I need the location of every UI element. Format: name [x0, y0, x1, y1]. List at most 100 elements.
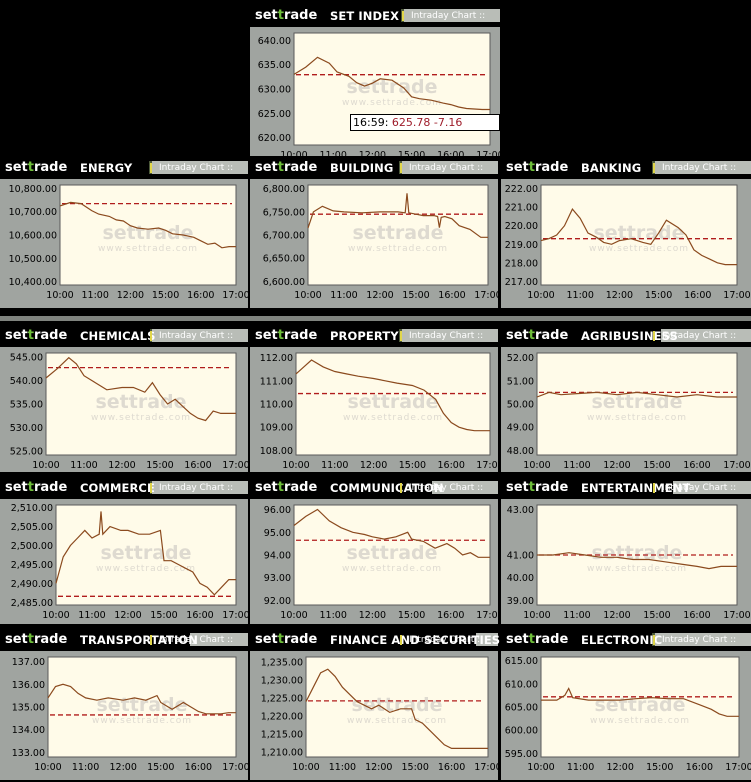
watermark-url: www.settrade.com — [92, 716, 192, 726]
chart-area: settrade www.settrade.com 6,800.00 6,750.00… — [250, 179, 498, 308]
x-tick-label: 15:00 — [398, 150, 425, 156]
x-tick-label: 11:00 — [563, 610, 590, 621]
series-line — [293, 56, 490, 111]
brand-part: rade — [34, 328, 68, 343]
panel-title: ENTERTAINMENT — [581, 481, 691, 495]
brand-part: t — [277, 8, 284, 23]
watermark-url: www.settrade.com — [587, 413, 687, 423]
y-tick-label: 49.00 — [507, 423, 534, 434]
y-tick-label: 1,210.00 — [261, 747, 303, 758]
y-tick-label: 10,800.00 — [9, 184, 57, 195]
chart-area: settrade www.settrade.com 615.00 610.00 605.… — [501, 651, 751, 780]
intraday-chart-link[interactable]: Intraday Chart :: — [150, 483, 233, 493]
header-tab: settrade COMMERCE — [0, 480, 155, 496]
plot-area — [55, 504, 237, 606]
brand-part: set — [255, 8, 278, 23]
intraday-chart-link[interactable]: Intraday Chart :: — [653, 331, 736, 341]
brand-logo: settrade — [506, 632, 568, 648]
series-line — [55, 511, 236, 596]
y-tick-label: 595.00 — [505, 749, 538, 760]
x-tick-label: 15:00 — [402, 290, 429, 301]
x-tick-label: 17:00 — [222, 610, 248, 621]
header-tab: settrade BUILDING — [250, 160, 393, 176]
intraday-chart-link[interactable]: Intraday Chart :: — [400, 635, 483, 645]
y-tick-label: 51.00 — [507, 376, 534, 387]
x-tick-label: 12:00 — [365, 762, 392, 773]
chart-area: settrade www.settrade.com 52.00 51.00 50.00 4… — [501, 347, 751, 472]
x-tick-label: 15:00 — [150, 610, 177, 621]
header-tab: settrade COMMUNICATION — [250, 480, 444, 496]
brand-part: t — [528, 632, 535, 647]
x-tick-label: 17:00 — [222, 762, 248, 773]
y-tick-label: 48.00 — [507, 446, 534, 457]
panel-header: settrade BUILDING Intraday Chart :: — [250, 160, 498, 176]
x-tick-label: 11:00 — [563, 460, 590, 471]
panel-header: settrade TRANSPORTATION Intraday Chart :: — [0, 632, 248, 648]
x-tick-label: 10:00 — [523, 460, 550, 471]
x-tick-label: 16:00 — [185, 762, 212, 773]
x-tick-label: 17:00 — [725, 762, 751, 773]
watermark: settrade — [346, 542, 437, 564]
x-tick-label: 11:00 — [320, 150, 347, 156]
intraday-chart-link[interactable]: Intraday Chart :: — [653, 163, 736, 173]
panel-commerce: settrade COMMERCE Intraday Chart :: settrad… — [0, 480, 248, 624]
chart-area: settrade www.settrade.com 545.00 540.00 535.… — [0, 347, 248, 472]
y-tick-label: 605.00 — [505, 703, 538, 714]
y-tick-label: 218.00 — [505, 258, 538, 269]
y-tick-label: 10,500.00 — [9, 254, 57, 265]
x-tick-label: 17:00 — [476, 460, 498, 471]
brand-part: set — [255, 632, 278, 647]
watermark-url: www.settrade.com — [590, 716, 690, 726]
x-tick-label: 12:00 — [606, 290, 633, 301]
brand-part: rade — [535, 160, 569, 175]
x-tick-label: 17:00 — [474, 290, 498, 301]
y-tick-label: 525.00 — [10, 447, 43, 458]
panel-chemicals: settrade CHEMICALS Intraday Chart :: settra… — [0, 328, 248, 472]
intraday-chart-link[interactable]: Intraday Chart :: — [150, 635, 233, 645]
brand-part: set — [5, 328, 28, 343]
intraday-chart-link[interactable]: Intraday Chart :: — [400, 163, 483, 173]
y-tick-label: 6,700.00 — [263, 231, 305, 242]
y-tick-label: 10,400.00 — [9, 277, 57, 288]
y-tick-label: 6,750.00 — [263, 207, 305, 218]
x-tick-label: 16:00 — [438, 460, 465, 471]
x-tick-label: 12:00 — [360, 460, 387, 471]
chart-area: settrade www.settrade.com 96.00 95.00 94.00 9… — [250, 499, 498, 624]
intraday-chart-link[interactable]: Intraday Chart :: — [150, 163, 233, 173]
watermark: settrade — [95, 391, 186, 413]
panel-header: settrade COMMUNICATION Intraday Chart :: — [250, 480, 498, 496]
value-tooltip: 16:59: 625.78 -7.16 — [350, 114, 500, 131]
x-tick-label: 16:00 — [437, 150, 464, 156]
intraday-chart-link[interactable]: Intraday Chart :: — [400, 331, 483, 341]
y-tick-label: 112.00 — [260, 353, 293, 364]
intraday-chart-link[interactable]: Intraday Chart :: — [400, 483, 483, 493]
y-tick-label: 222.00 — [505, 184, 538, 195]
x-tick-label: 17:00 — [222, 460, 248, 471]
plot-area — [295, 352, 491, 456]
y-tick-label: 530.00 — [10, 423, 43, 434]
series-line — [540, 208, 737, 266]
y-tick-label: 10,700.00 — [9, 207, 57, 218]
header-tab: settrade ELECTRONIC — [501, 632, 662, 648]
x-tick-label: 12:00 — [117, 290, 144, 301]
y-tick-label: 6,600.00 — [263, 277, 305, 288]
series-line — [536, 391, 737, 398]
brand-logo: settrade — [506, 160, 568, 176]
brand-logo: settrade — [506, 328, 568, 344]
intraday-chart-link[interactable]: Intraday Chart :: — [150, 331, 233, 341]
panel-transportation: settrade TRANSPORTATION Intraday Chart :: s… — [0, 632, 248, 780]
tooltip-value: 625.78 — [391, 116, 431, 129]
intraday-chart-link[interactable]: Intraday Chart :: — [653, 483, 736, 493]
x-tick-label: 16:00 — [186, 610, 213, 621]
x-tick-label: 16:00 — [683, 460, 710, 471]
brand-logo: settrade — [5, 160, 67, 176]
x-tick-label: 17:00 — [723, 610, 750, 621]
plot-area — [305, 656, 489, 758]
x-tick-label: 15:00 — [643, 610, 670, 621]
x-tick-label: 10:00 — [32, 460, 59, 471]
intraday-chart-link[interactable]: Intraday Chart :: — [402, 11, 485, 21]
y-tick-label: 134.00 — [12, 725, 45, 736]
intraday-chart-link[interactable]: Intraday Chart :: — [653, 635, 736, 645]
brand-part: set — [506, 328, 529, 343]
